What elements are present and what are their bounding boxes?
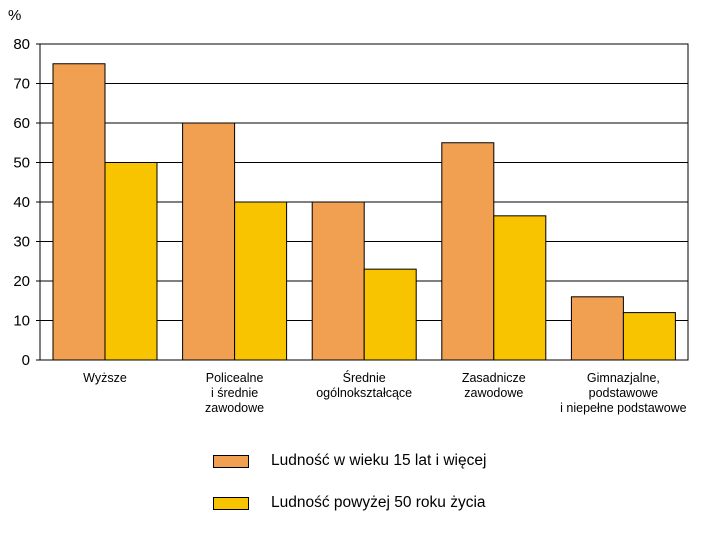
bar-series-2-cat-2 xyxy=(234,201,288,361)
bar-series-2-cat-1 xyxy=(104,162,158,361)
y-tick-label: 40 xyxy=(13,194,30,211)
legend: Ludność w wieku 15 lat i więcej Ludność … xyxy=(213,450,486,534)
y-tick-label: 60 xyxy=(13,115,30,132)
x-category-label: Gimnazjalne, podstawowe i niepełne podstaw… xyxy=(560,371,687,415)
y-tick-label: 70 xyxy=(13,76,30,93)
y-tick-label: 20 xyxy=(13,273,30,290)
y-tick-label: 50 xyxy=(13,155,30,172)
bar-series-1-cat-4 xyxy=(441,142,495,361)
legend-label-series-2: Ludność powyżej 50 roku życia xyxy=(271,494,486,511)
legend-swatch-series-1 xyxy=(213,454,249,468)
x-category-label: Średnie ogólnokształcące xyxy=(316,370,412,400)
x-category-label: Wyższe xyxy=(83,371,127,385)
x-axis-categories: Wyższe Policealne i średnie zawodowe Średnie… xyxy=(83,370,687,415)
bars xyxy=(52,63,676,361)
y-axis-ticks: 0 10 20 30 40 50 60 70 80 xyxy=(13,36,40,369)
bar-series-1-cat-3 xyxy=(311,201,365,361)
legend-swatch-series-2 xyxy=(213,496,249,510)
y-tick-label: 10 xyxy=(13,313,30,330)
y-tick-label: 30 xyxy=(13,234,30,251)
bar-chart: % 0 10 20 30 40 50 60 70 80 Wyższe Policealne i śr… xyxy=(8,7,689,415)
legend-item-series-1: Ludność w wieku 15 lat i więcej xyxy=(213,450,486,472)
bar-series-1-cat-1 xyxy=(52,63,106,361)
x-category-label: Zasadnicze zawodowe xyxy=(462,371,526,400)
x-category-label: Policealne i średnie zawodowe xyxy=(205,371,264,415)
plot-frame xyxy=(39,43,689,361)
y-axis-unit-label: % xyxy=(8,7,21,24)
bar-series-2-cat-4 xyxy=(493,215,547,361)
bar-series-2-cat-5 xyxy=(622,312,676,361)
bar-series-2-cat-3 xyxy=(363,268,417,361)
y-tick-label: 0 xyxy=(22,352,30,369)
legend-label-series-1: Ludność w wieku 15 lat i więcej xyxy=(271,452,487,469)
bar-series-1-cat-5 xyxy=(570,296,624,361)
y-tick-label: 80 xyxy=(13,36,30,53)
bar-series-1-cat-2 xyxy=(182,122,236,361)
legend-item-series-2: Ludność powyżej 50 roku życia xyxy=(213,492,486,514)
